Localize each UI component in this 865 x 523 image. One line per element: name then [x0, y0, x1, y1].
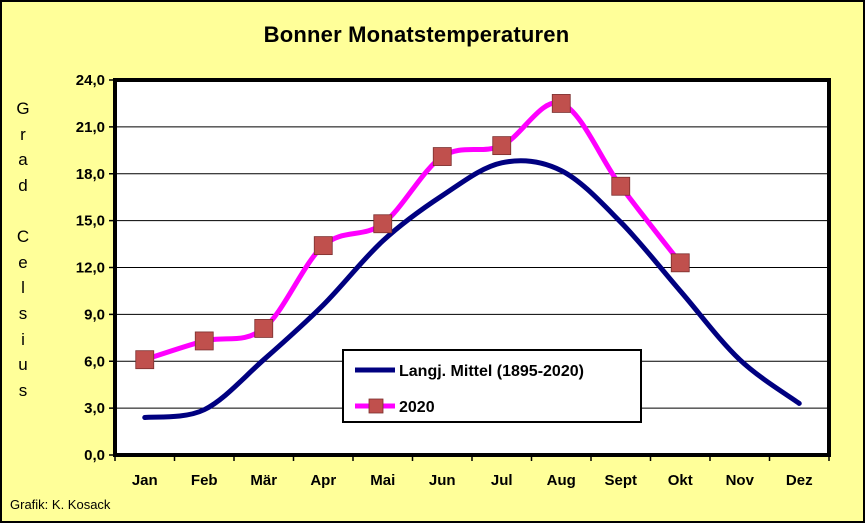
x-tick-label: Jan — [132, 472, 158, 489]
y-axis-label-char: C — [16, 226, 30, 246]
series-line-1 — [142, 100, 683, 363]
data-point-marker — [373, 214, 393, 234]
x-tick-label: Aug — [547, 472, 576, 489]
y-axis-label-char: l — [21, 278, 25, 298]
data-point-marker — [313, 236, 333, 256]
y-axis-label-char: s — [18, 381, 28, 401]
y-axis-label-char: i — [21, 329, 25, 349]
legend-swatch-marker — [368, 398, 384, 414]
x-tick-label: Apr — [310, 472, 336, 489]
x-tick-label: Mai — [370, 472, 395, 489]
data-point-marker — [551, 94, 571, 113]
y-axis-label-char: a — [18, 150, 28, 170]
x-tick-label: Jul — [491, 472, 513, 489]
data-point-marker — [254, 319, 274, 338]
data-point-marker — [611, 176, 631, 196]
data-point-marker — [670, 253, 690, 273]
y-tick-label: 9,0 — [84, 306, 105, 323]
x-tick-label: Nov — [726, 472, 755, 489]
data-point-marker — [135, 350, 155, 370]
y-axis-label-char: G — [16, 99, 30, 118]
x-tick-label: Sept — [604, 472, 637, 489]
y-axis-label-char: e — [18, 252, 28, 272]
data-point-marker — [194, 331, 214, 351]
y-axis-label-char: u — [18, 355, 28, 375]
y-tick-label: 6,0 — [84, 353, 105, 370]
x-tick-label: Dez — [786, 472, 813, 489]
y-tick-label: 0,0 — [84, 447, 105, 464]
credit-text: Grafik: K. Kosack — [10, 497, 111, 512]
legend-box — [342, 349, 642, 423]
y-axis-label-char: d — [18, 176, 28, 196]
y-tick-label: 15,0 — [76, 213, 105, 230]
y-tick-label: 21,0 — [76, 119, 105, 136]
x-tick-label: Feb — [191, 472, 218, 489]
x-tick-label: Jun — [429, 472, 456, 489]
x-tick-label: Mär — [250, 472, 277, 489]
chart-title: Bonner Monatstemperaturen — [263, 22, 570, 47]
series-line-0 — [142, 158, 802, 420]
x-tick-label: Okt — [668, 472, 693, 489]
y-axis-label-char: s — [18, 303, 28, 323]
legend-label: Langj. Mittel (1895-2020) — [399, 363, 584, 380]
legend-label: 2020 — [399, 399, 435, 416]
data-point-marker — [492, 136, 512, 156]
y-axis-label-char: r — [20, 124, 26, 144]
plot-border — [113, 78, 831, 457]
y-tick-label: 24,0 — [76, 72, 105, 89]
y-tick-label: 12,0 — [76, 260, 105, 277]
y-tick-label: 3,0 — [84, 400, 105, 417]
y-tick-label: 18,0 — [76, 166, 105, 183]
data-point-marker — [432, 147, 452, 166]
